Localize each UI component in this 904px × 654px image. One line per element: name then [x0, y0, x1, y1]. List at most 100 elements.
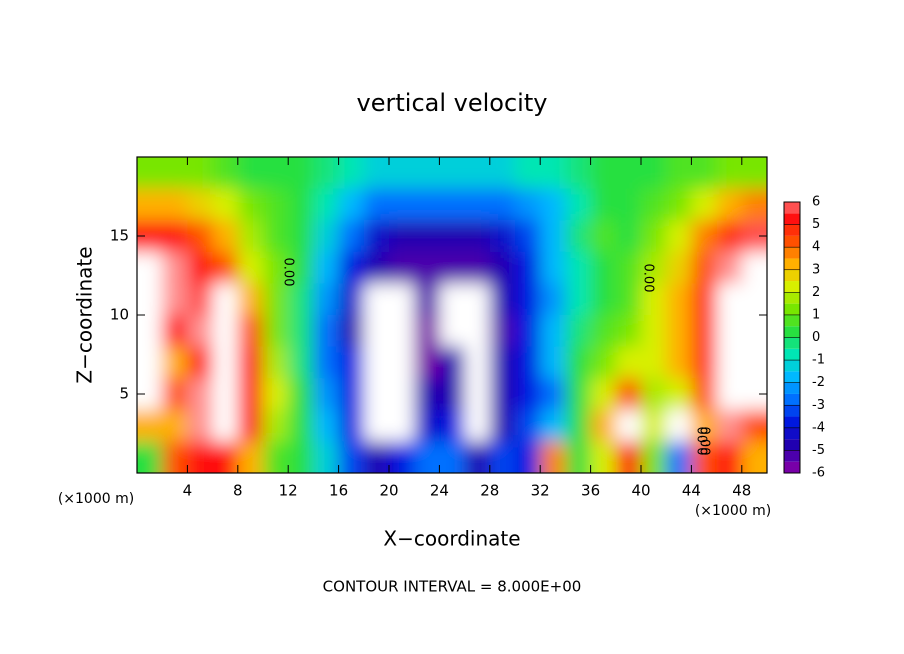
- field-cell: [590, 283, 617, 316]
- field-cell: [515, 346, 541, 379]
- field-cell: [716, 251, 743, 284]
- field-cell: [187, 378, 214, 411]
- field-cell: [464, 346, 491, 379]
- footer-note: CONTOUR INTERVAL = 8.000E+00: [323, 578, 582, 596]
- field-cell: [363, 220, 390, 253]
- field-cell: [741, 188, 767, 221]
- y-tick-label: 10: [110, 306, 129, 324]
- field-cell: [489, 346, 516, 379]
- colorbar-band: [784, 348, 800, 361]
- field-cell: [741, 157, 767, 190]
- field-cell: [691, 409, 718, 442]
- x-tick-label: 28: [480, 482, 499, 500]
- field-cell: [641, 188, 667, 221]
- field-cell: [212, 346, 239, 379]
- field-cell: [590, 409, 617, 442]
- field-cell: [565, 346, 592, 379]
- field-cell: [691, 378, 718, 411]
- field-cell: [363, 346, 390, 379]
- field-cell: [489, 188, 516, 221]
- field-cell: [641, 157, 667, 190]
- field-cell: [439, 441, 466, 473]
- field-cell: [464, 378, 491, 411]
- field-cell: [666, 251, 692, 284]
- field-cell: [263, 283, 289, 316]
- field-cell: [414, 315, 440, 348]
- field-cell: [288, 251, 314, 284]
- field-cell: [363, 283, 390, 316]
- field-cell: [666, 441, 692, 473]
- field-cell: [414, 378, 440, 411]
- field-cell: [137, 188, 163, 221]
- field-cell: [540, 378, 566, 411]
- field-cell: [212, 251, 239, 284]
- field-cell: [489, 220, 516, 253]
- colorbar-label: 6: [812, 195, 820, 210]
- field-cell: [162, 157, 188, 190]
- field-cell: [489, 378, 516, 411]
- colorbar-label: -2: [812, 375, 825, 390]
- field-cell: [691, 441, 718, 473]
- field-cell: [565, 220, 592, 253]
- field-cell: [187, 220, 214, 253]
- field-cell: [615, 283, 642, 316]
- field-cell: [162, 346, 188, 379]
- field-cell: [565, 441, 592, 473]
- field-cell: [212, 409, 239, 442]
- field-cell: [666, 220, 692, 253]
- field-cell: [338, 346, 365, 379]
- field-cell: [187, 157, 214, 190]
- field-cell: [389, 188, 415, 221]
- field-cell: [540, 346, 566, 379]
- field-cell: [237, 409, 264, 442]
- x-tick-label: 4: [183, 482, 193, 500]
- field-cell: [489, 157, 516, 190]
- y-tick-label: 15: [110, 227, 129, 245]
- field-cell: [338, 283, 365, 316]
- colorbar-band: [784, 235, 800, 248]
- field-cell: [263, 220, 289, 253]
- field-cell: [464, 188, 491, 221]
- field-cell: [464, 220, 491, 253]
- field-cell: [162, 441, 188, 473]
- field-cell: [313, 220, 340, 253]
- field-cell: [565, 378, 592, 411]
- field-cell: [515, 157, 541, 190]
- colorbar-band: [784, 292, 800, 304]
- field-cell: [363, 409, 390, 442]
- field-cell: [162, 283, 188, 316]
- colorbar-label: 4: [812, 240, 820, 255]
- field-cell: [716, 378, 743, 411]
- field-cell: [212, 283, 239, 316]
- field-cell: [338, 441, 365, 473]
- colorbar-band: [784, 416, 800, 428]
- field-cells: [137, 157, 767, 473]
- colorbar-label: 5: [812, 217, 820, 232]
- colorbar-label: -3: [812, 398, 825, 413]
- field-cell: [641, 283, 667, 316]
- field-cell: [187, 283, 214, 316]
- field-cell: [464, 315, 491, 348]
- field: [137, 157, 767, 473]
- field-cell: [288, 378, 314, 411]
- field-cell: [691, 220, 718, 253]
- field-cell: [414, 220, 440, 253]
- x-tick-label: 48: [732, 482, 751, 500]
- field-cell: [540, 283, 566, 316]
- field-cell: [565, 283, 592, 316]
- field-cell: [212, 188, 239, 221]
- colorbar-band: [784, 326, 800, 338]
- field-cell: [414, 251, 440, 284]
- field-cell: [187, 188, 214, 221]
- field-cell: [641, 409, 667, 442]
- field-cell: [338, 157, 365, 190]
- field-cell: [263, 409, 289, 442]
- field-cell: [288, 220, 314, 253]
- colorbar-band: [784, 337, 800, 349]
- field-cell: [439, 283, 466, 316]
- field-cell: [187, 251, 214, 284]
- field-cell: [540, 220, 566, 253]
- colorbar-band: [784, 382, 800, 394]
- field-cell: [666, 346, 692, 379]
- field-cell: [137, 251, 163, 284]
